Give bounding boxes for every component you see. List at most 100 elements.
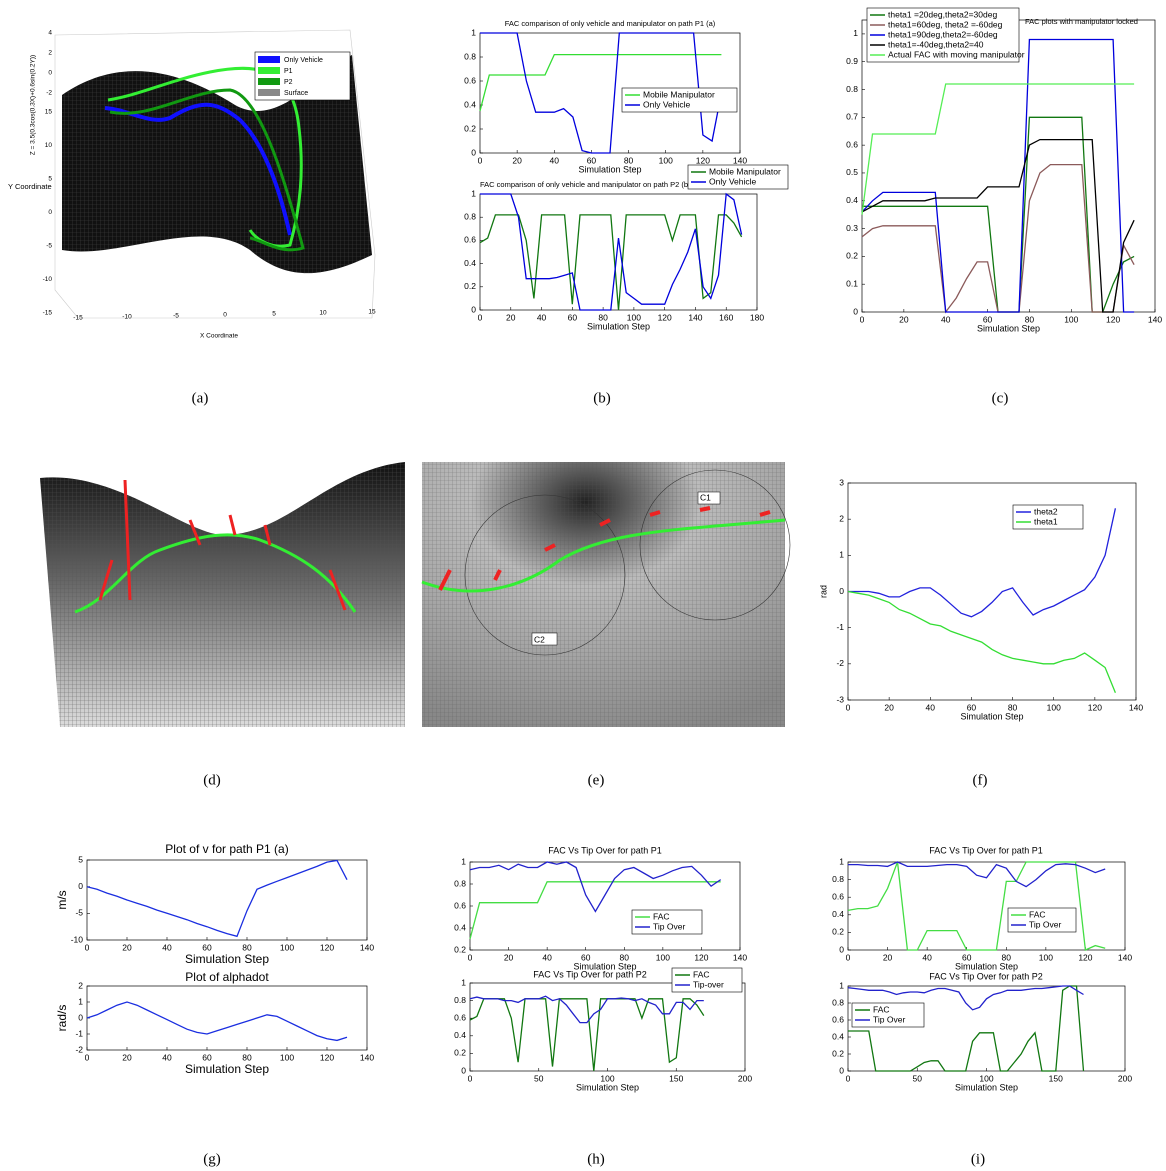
x-axis-label: Simulation Step xyxy=(578,164,641,174)
y-tick-label: 0 xyxy=(853,306,858,316)
y-tick-label: 0.4 xyxy=(832,1031,844,1041)
x-tick-label: 120 xyxy=(1078,952,1092,962)
plot-area xyxy=(87,986,367,1050)
x-tick-label: 0 xyxy=(846,1073,851,1083)
x-tick-label: 140 xyxy=(733,952,747,962)
x-tick-label: 40 xyxy=(922,952,932,962)
x-axis-label: Simulation Step xyxy=(960,711,1023,721)
legend-label: Tip Over xyxy=(873,1014,905,1024)
legend-label: Only Vehicle xyxy=(709,176,757,186)
chart-title: FAC plots with manipulator locked xyxy=(1025,17,1138,26)
caption: (g) xyxy=(203,1151,221,1167)
y-tick-label: 0 xyxy=(471,147,476,157)
x-tick-label: 120 xyxy=(1088,702,1102,712)
x-tick-label: 100 xyxy=(1039,952,1053,962)
x-tick-label: 20 xyxy=(884,702,894,712)
caption: (c) xyxy=(992,390,1009,406)
chart-title: FAC Vs Tip Over for path P1 xyxy=(548,845,662,855)
x-tick-label: 140 xyxy=(1148,314,1162,324)
legend-label: Only Vehicle xyxy=(284,57,323,64)
y-tick-label: 0.3 xyxy=(846,223,858,233)
x-tick-label: 120 xyxy=(320,1052,334,1062)
y-axis-label: Y Coordinate xyxy=(8,182,52,191)
y-tick-label: 0 xyxy=(78,881,83,891)
x-tick-label: 140 xyxy=(1129,702,1143,712)
x-tick-label: 20 xyxy=(122,942,132,952)
y-tick-label: 0 xyxy=(48,209,52,216)
x-tick-label: 60 xyxy=(202,1052,212,1062)
y-tick-label: -3 xyxy=(836,694,844,704)
y-tick-label: 0.4 xyxy=(832,909,844,919)
y-tick-label: 1 xyxy=(461,856,466,866)
y-tick-label: 0.2 xyxy=(454,1048,466,1058)
x-tick-label: 0 xyxy=(846,952,851,962)
y-tick-label: 1 xyxy=(471,188,476,198)
legend-label: FAC xyxy=(1029,909,1046,919)
x-tick-label: 120 xyxy=(694,952,708,962)
legend-label: theta1=-40deg,theta2=40 xyxy=(888,39,984,49)
x-tick-label: 100 xyxy=(280,1052,294,1062)
x-tick-label: 40 xyxy=(941,314,951,324)
y-tick-label: 2 xyxy=(78,980,83,990)
x-tick-label: 60 xyxy=(568,312,578,322)
y-tick-label: -2 xyxy=(836,658,844,668)
y-tick-label: 0.6 xyxy=(846,139,858,149)
y-tick-label: 0.6 xyxy=(464,75,476,85)
x-tick-label: 140 xyxy=(688,312,702,322)
y-tick-label: 0.9 xyxy=(846,56,858,66)
panel-e: C1 C2 xyxy=(422,462,790,727)
y-tick-label: 0.4 xyxy=(464,99,476,109)
x-tick-label: 140 xyxy=(360,1052,374,1062)
panel-d xyxy=(40,462,405,727)
caption: (f) xyxy=(973,772,988,788)
y-tick-label: 1 xyxy=(839,856,844,866)
y-tick-label: 0.2 xyxy=(832,927,844,937)
caption: (b) xyxy=(593,390,611,406)
y-tick-label: 0.1 xyxy=(846,278,858,288)
x-tick-label: 20 xyxy=(122,1052,132,1062)
y-tick-label: -15 xyxy=(43,310,53,317)
chart-title: FAC Vs Tip Over for path P1 xyxy=(929,845,1043,855)
x-tick-label: 0 xyxy=(223,312,227,319)
caption: (i) xyxy=(971,1151,985,1167)
legend-label: theta1=90deg,theta2=-60deg xyxy=(888,29,998,39)
z-tick-label: -2 xyxy=(46,90,52,97)
x-tick-label: 20 xyxy=(512,155,522,165)
y-tick-label: -1 xyxy=(75,1028,83,1038)
plot-area xyxy=(470,983,745,1071)
x-tick-label: 0 xyxy=(85,1052,90,1062)
figure: Only Vehicle P1 P2 Surface Z = 3.5(0.3co… xyxy=(0,0,1166,1171)
y-tick-label: 0.8 xyxy=(832,997,844,1007)
y-tick-label: 0.8 xyxy=(846,84,858,94)
y-tick-label: 15 xyxy=(45,109,53,116)
y-tick-label: 0.4 xyxy=(454,922,466,932)
y-tick-label: 5 xyxy=(48,176,52,183)
x-tick-label: 15 xyxy=(368,309,376,316)
y-tick-label: 0.6 xyxy=(832,1014,844,1024)
x-tick-label: 160 xyxy=(719,312,733,322)
legend-label: Mobile Manipulator xyxy=(643,89,715,99)
caption: (d) xyxy=(203,772,221,788)
x-tick-label: 10 xyxy=(319,310,327,317)
x-tick-label: 40 xyxy=(537,312,547,322)
plot-area xyxy=(848,483,1136,700)
y-tick-label: 0.8 xyxy=(464,211,476,221)
y-tick-label: 0.6 xyxy=(464,235,476,245)
y-tick-label: 1 xyxy=(839,550,844,560)
annotation: C2 xyxy=(534,634,545,644)
x-tick-label: 150 xyxy=(669,1073,683,1083)
chart-title: Plot of v for path P1 (a) xyxy=(165,842,288,856)
x-tick-label: -10 xyxy=(122,314,132,321)
x-axis-label: Simulation Step xyxy=(955,1082,1018,1092)
x-tick-label: 0 xyxy=(468,1073,473,1083)
y-tick-label: 0.2 xyxy=(454,944,466,954)
x-tick-label: 5 xyxy=(272,311,276,318)
y-tick-label: 1 xyxy=(853,28,858,38)
y-tick-label: 2 xyxy=(839,513,844,523)
x-tick-label: 200 xyxy=(738,1073,752,1083)
y-tick-label: -10 xyxy=(71,934,84,944)
y-tick-label: 0 xyxy=(471,304,476,314)
x-axis-label: Simulation Step xyxy=(185,952,269,966)
x-axis-label: Simulation Step xyxy=(576,1082,639,1092)
y-tick-label: 0.4 xyxy=(454,1030,466,1040)
